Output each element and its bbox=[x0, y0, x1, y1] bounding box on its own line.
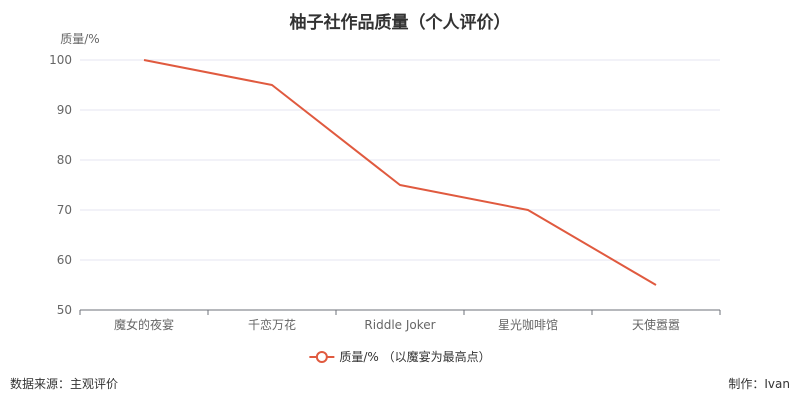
y-tick-label: 50 bbox=[57, 303, 72, 317]
x-tick-label: Riddle Joker bbox=[364, 318, 435, 332]
author-credit: 制作：Ivan bbox=[728, 377, 790, 391]
legend[interactable]: 质量/% （以魔宴为最高点） bbox=[309, 349, 491, 364]
data-source-note: 数据来源：主观评价 bbox=[10, 377, 119, 391]
x-tick-label: 天使嚣嚣 bbox=[632, 317, 680, 332]
y-tick-label: 60 bbox=[57, 253, 72, 267]
y-axis-ticks: 50 60 70 80 90 100 bbox=[49, 53, 72, 317]
x-axis: 魔女的夜宴 千恋万花 Riddle Joker 星光咖啡馆 天使嚣嚣 bbox=[79, 309, 721, 332]
y-tick-label: 80 bbox=[57, 153, 72, 167]
y-tick-label: 100 bbox=[49, 53, 72, 67]
x-tick-label: 魔女的夜宴 bbox=[114, 317, 174, 332]
y-tick-label: 90 bbox=[57, 103, 72, 117]
series-layer bbox=[143, 59, 657, 286]
x-tick-label: 星光咖啡馆 bbox=[498, 317, 558, 332]
series-line bbox=[143, 59, 657, 286]
x-tick-label: 千恋万花 bbox=[248, 317, 296, 332]
grid-lines bbox=[80, 59, 720, 261]
y-axis-label: 质量/% bbox=[60, 32, 99, 46]
y-tick-label: 70 bbox=[57, 203, 72, 217]
chart-title: 柚子社作品质量（个人评价） bbox=[290, 12, 511, 33]
legend-label[interactable]: 质量/% （以魔宴为最高点） bbox=[339, 349, 490, 364]
legend-marker-icon[interactable] bbox=[315, 351, 328, 363]
